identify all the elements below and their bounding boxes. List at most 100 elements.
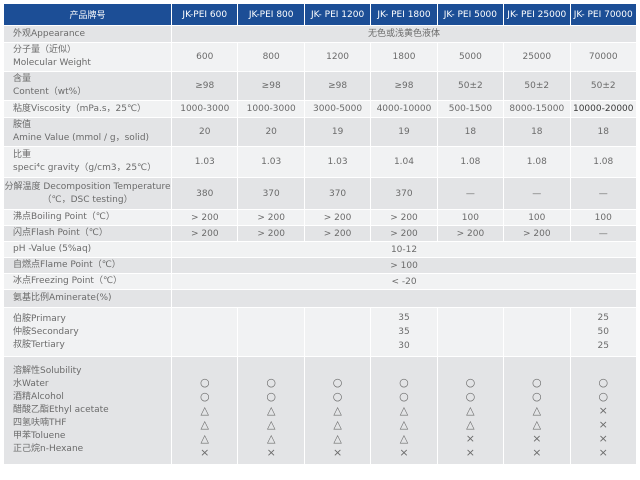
cell: 18 xyxy=(504,118,570,146)
cell xyxy=(172,308,238,356)
cell: 10000-20000 xyxy=(570,101,636,117)
cell: 35 35 30 xyxy=(371,308,437,356)
cell: > 200 xyxy=(238,210,304,225)
cell: 25 50 25 xyxy=(570,308,636,356)
row-label: 胺值 Amine Value (mmol / g，solid) xyxy=(4,118,172,146)
cell: 800 xyxy=(238,43,304,71)
row-specific-gravity: 比重 speci⁴c gravity（g/cm3，25℃） 1.03 1.03 1… xyxy=(4,147,636,177)
flame-point-value: > 100 xyxy=(172,258,636,273)
solubility-labels: 溶解性Solubility 水Water 酒精Alcohol 醋酸乙酯Ethyl… xyxy=(4,357,172,464)
spec-table: 产品牌号 JK-PEI 600 JK-PEI 800 JK- PEI 1200 … xyxy=(3,3,637,465)
row-ph: pH -Value (5%aq) 10-12 xyxy=(4,242,636,257)
cell: 18 xyxy=(570,118,636,146)
row-solubility: 溶解性Solubility 水Water 酒精Alcohol 醋酸乙酯Ethyl… xyxy=(4,357,636,464)
solubility-col: ○ ○ △ △ △ × xyxy=(371,357,437,464)
cell: > 200 xyxy=(304,210,371,225)
cell: 19 xyxy=(304,118,371,146)
row-label: 闪点Flash Point（℃） xyxy=(4,226,172,241)
row-amine-value: 胺值 Amine Value (mmol / g，solid) 20 20 19 … xyxy=(4,118,636,146)
cell: 1200 xyxy=(304,43,371,71)
cell: 100 xyxy=(437,210,504,225)
cell: > 200 xyxy=(504,226,570,241)
appearance-value: 无色或浅黄色液体 xyxy=(172,26,636,42)
solubility-col: ○ ○ × × × × xyxy=(570,357,636,464)
row-freezing-point: 冰点Freezing Point（℃） < -20 xyxy=(4,274,636,289)
row-label: pH -Value (5%aq) xyxy=(4,242,172,257)
solubility-col: ○ ○ △ △ △ × xyxy=(172,357,238,464)
cell: 1000-3000 xyxy=(172,101,238,117)
row-label: 氨基比例Aminerate(%) xyxy=(4,290,172,307)
cell: 1.03 xyxy=(172,147,238,177)
solubility-col: ○ ○ △ △ × × xyxy=(504,357,570,464)
cell: ≥98 xyxy=(371,72,437,100)
cell: > 200 xyxy=(371,210,437,225)
row-decomposition: 分解温度 Decomposition Temperature （℃，DSC tes… xyxy=(4,178,636,209)
cell: 1000-3000 xyxy=(238,101,304,117)
header-model: JK-PEI 600 xyxy=(172,4,238,25)
cell: 100 xyxy=(504,210,570,225)
cell: > 200 xyxy=(172,210,238,225)
header-model: JK- PEI 5000 xyxy=(437,4,504,25)
cell xyxy=(437,308,504,356)
header-product: 产品牌号 xyxy=(4,4,172,25)
cell: 50±2 xyxy=(437,72,504,100)
cell: 380 xyxy=(172,178,238,209)
header-model: JK- PEI 1800 xyxy=(371,4,437,25)
cell xyxy=(504,308,570,356)
cell: 1.03 xyxy=(304,147,371,177)
row-content: 含量 Content（wt%） ≥98 ≥98 ≥98 ≥98 50±2 50±2… xyxy=(4,72,636,100)
row-label: 分解温度 Decomposition Temperature （℃，DSC tes… xyxy=(4,178,172,209)
row-label: 自燃点Flame Point（℃） xyxy=(4,258,172,273)
cell: 1.04 xyxy=(371,147,437,177)
cell: 4000-10000 xyxy=(371,101,437,117)
ph-value: 10-12 xyxy=(172,242,636,257)
cell: 1.08 xyxy=(570,147,636,177)
row-label: 含量 Content（wt%） xyxy=(4,72,172,100)
cell: 600 xyxy=(172,43,238,71)
freezing-point-value: < -20 xyxy=(172,274,636,289)
cell: 370 xyxy=(304,178,371,209)
row-flame-point: 自燃点Flame Point（℃） > 100 xyxy=(4,258,636,273)
solubility-col: ○ ○ △ △ △ × xyxy=(304,357,371,464)
amine-type-labels: 伯胺Primary 仲胺Secondary 叔胺Tertiary xyxy=(4,308,172,356)
cell: 18 xyxy=(437,118,504,146)
cell: 20 xyxy=(172,118,238,146)
cell: 20 xyxy=(238,118,304,146)
cell: 19 xyxy=(371,118,437,146)
cell: 70000 xyxy=(570,43,636,71)
cell: ≥98 xyxy=(172,72,238,100)
header-model: JK- PEI 25000 xyxy=(504,4,570,25)
cell: > 200 xyxy=(371,226,437,241)
cell: 1800 xyxy=(371,43,437,71)
aminerate-empty xyxy=(172,290,636,307)
row-flash-point: 闪点Flash Point（℃） > 200 > 200 > 200 > 200… xyxy=(4,226,636,241)
row-label: 沸点Boiling Point（℃） xyxy=(4,210,172,225)
cell: 370 xyxy=(238,178,304,209)
row-boiling-point: 沸点Boiling Point（℃） > 200 > 200 > 200 > 2… xyxy=(4,210,636,225)
cell: 5000 xyxy=(437,43,504,71)
cell: 3000-5000 xyxy=(304,101,371,117)
row-viscosity: 粘度Viscosity（mPa.s，25℃） 1000-3000 1000-30… xyxy=(4,101,636,117)
cell xyxy=(304,308,371,356)
cell: 25000 xyxy=(504,43,570,71)
header-row: 产品牌号 JK-PEI 600 JK-PEI 800 JK- PEI 1200 … xyxy=(4,4,636,25)
row-label: 外观Appearance xyxy=(4,26,172,42)
solubility-col: ○ ○ △ △ △ × xyxy=(238,357,304,464)
cell: 1.08 xyxy=(504,147,570,177)
row-amine-types: 伯胺Primary 仲胺Secondary 叔胺Tertiary 35 35 30 25… xyxy=(4,308,636,356)
cell: — xyxy=(437,178,504,209)
row-label: 冰点Freezing Point（℃） xyxy=(4,274,172,289)
row-label: 比重 speci⁴c gravity（g/cm3，25℃） xyxy=(4,147,172,177)
row-label: 粘度Viscosity（mPa.s，25℃） xyxy=(4,101,172,117)
cell: 100 xyxy=(570,210,636,225)
row-molecular-weight: 分子量（近似） Molecular Weight 600 800 1200 180… xyxy=(4,43,636,71)
cell: > 200 xyxy=(238,226,304,241)
row-appearance: 外观Appearance 无色或浅黄色液体 xyxy=(4,26,636,42)
header-model: JK- PEI 1200 xyxy=(304,4,371,25)
header-model: JK- PEI 70000 xyxy=(570,4,636,25)
cell: ≥98 xyxy=(238,72,304,100)
cell: 50±2 xyxy=(570,72,636,100)
cell: — xyxy=(570,178,636,209)
cell: ≥98 xyxy=(304,72,371,100)
cell: — xyxy=(504,178,570,209)
